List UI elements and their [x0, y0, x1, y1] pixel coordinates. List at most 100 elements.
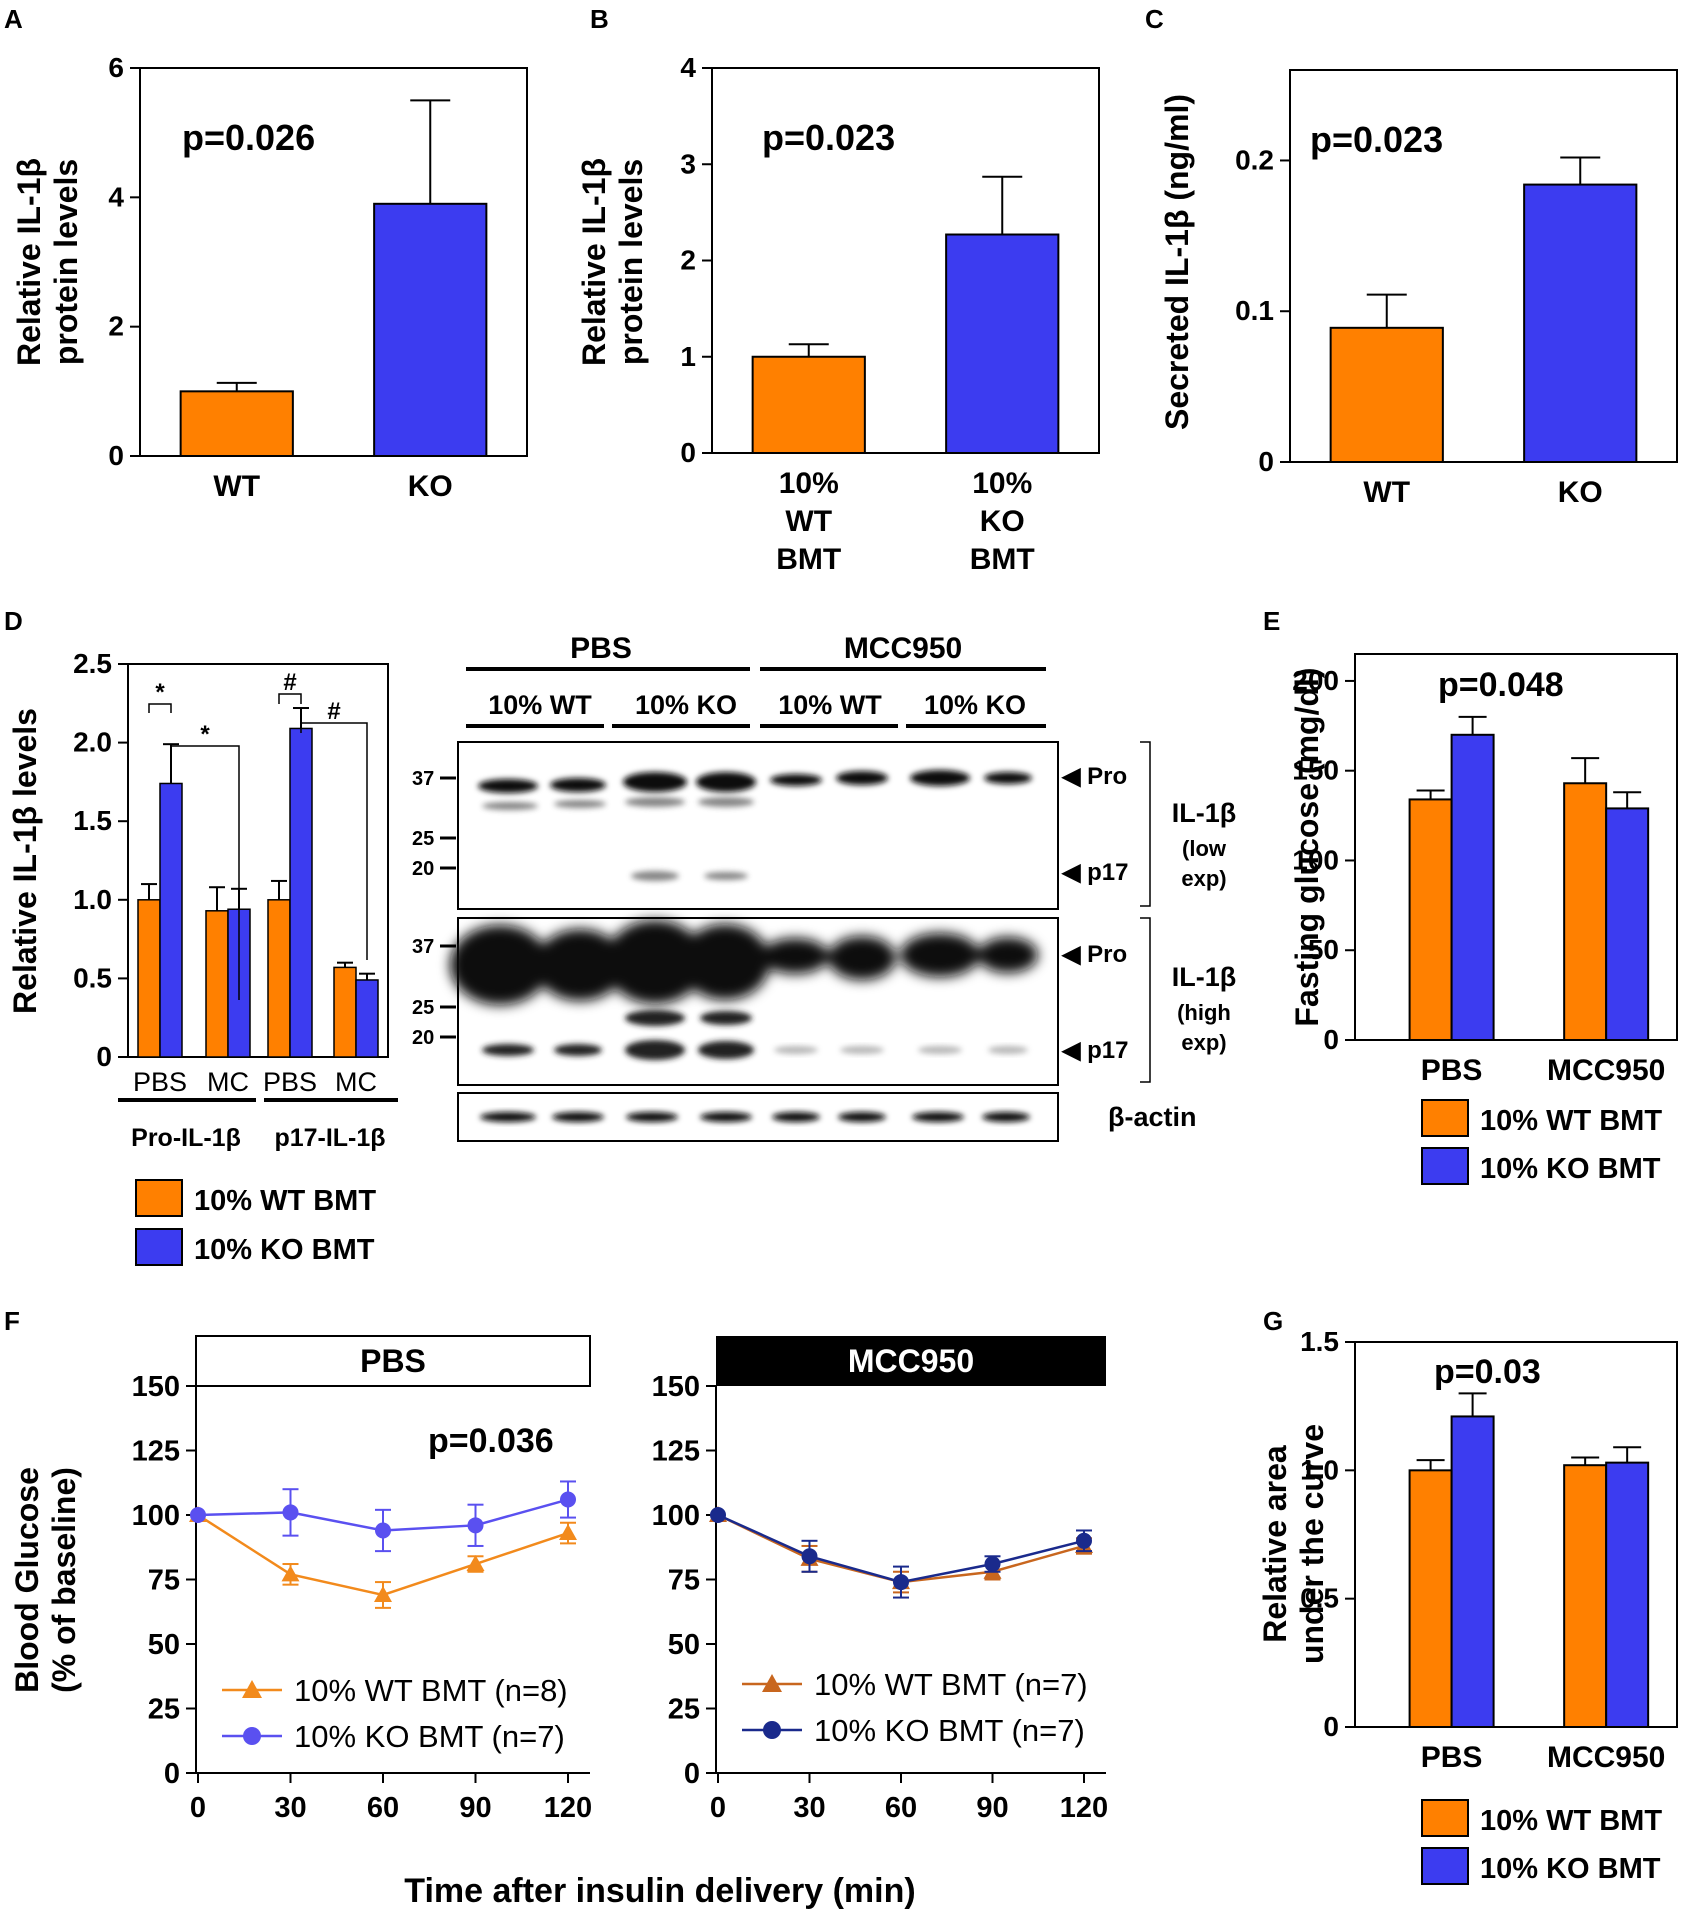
y-tick-label: 4 [108, 181, 124, 212]
data-point [467, 1517, 484, 1534]
x-tick-label: 10% [972, 467, 1032, 500]
data-point [560, 1491, 576, 1508]
x-tick-label: 30 [793, 1792, 825, 1824]
x-tick-label: BMT [970, 543, 1035, 576]
band [982, 1112, 1030, 1122]
bar-wt [205, 910, 229, 1058]
bar-ko [355, 979, 379, 1058]
y-tick-label: 50 [1308, 934, 1339, 965]
band [450, 925, 550, 1005]
band [840, 1046, 884, 1054]
legend-swatch-ko [1421, 1847, 1469, 1885]
y-tick-label: 100 [1292, 844, 1339, 875]
blot-panel-label: exp) [1181, 866, 1226, 891]
y-axis-label: Relative IL-1β levels [7, 708, 43, 1014]
y-tick-label: 6 [108, 52, 124, 83]
band [626, 1112, 678, 1122]
y-tick-label: 1.0 [73, 884, 112, 915]
x-tick-label: 0 [710, 1792, 726, 1824]
y-axis-label-line: Secreted IL-1β (ng/ml) [1159, 94, 1195, 430]
plot-frame [139, 67, 528, 457]
band [900, 933, 980, 977]
panel-f-mcc950-chart: MCC950 0 25 50 75 100 125 150 0 30 60 90 120 10% WT B… [404, 1336, 1108, 1910]
significance-mark: * [155, 679, 165, 706]
blot-bracket [1140, 741, 1151, 907]
legend-label: 10% KO BMT [1480, 1153, 1661, 1185]
blot-group-pbs: PBS [570, 632, 632, 665]
band [918, 1046, 962, 1054]
y-axis-label: Fasting glucose (mg/dl) [1289, 667, 1325, 1026]
x-tick-label: PBS [133, 1067, 187, 1097]
panel-letter-c: C [1145, 4, 1164, 34]
y-tick-label: 0.1 [1235, 295, 1274, 326]
legend-marker [762, 1674, 782, 1692]
band [554, 1044, 602, 1056]
significance-bracket [148, 703, 172, 713]
band [550, 778, 606, 792]
y-tick-label: 25 [148, 1694, 180, 1726]
band [761, 938, 829, 974]
y-tick-label: 0.5 [73, 962, 112, 993]
band [482, 1044, 534, 1056]
y-tick-label: 125 [132, 1436, 180, 1468]
blot-lane-label: 10% WT [778, 690, 882, 720]
bar-ko [1450, 733, 1495, 1041]
x-tick-label: KO [408, 470, 453, 503]
band [625, 1040, 685, 1060]
band [680, 924, 770, 1000]
y-tick-label: 150 [652, 1371, 700, 1403]
y-tick-label: 25 [668, 1694, 700, 1726]
blot-band-label: ◀ p17 [1061, 1037, 1128, 1064]
x-axis-label: Time after insulin delivery (min) [404, 1872, 915, 1910]
bar-wt [1563, 1464, 1608, 1728]
marker-label: 20 [412, 1027, 434, 1049]
data-point [466, 1555, 485, 1572]
x-tick-label: 90 [976, 1792, 1008, 1824]
bar-ko [1523, 183, 1638, 463]
bar-ko [1605, 1461, 1650, 1728]
y-tick-label: 2 [680, 245, 696, 276]
marker-label: 37 [412, 768, 434, 790]
band [631, 871, 679, 881]
blot-bracket [1140, 917, 1151, 1083]
legend-swatch-ko [135, 1228, 183, 1266]
y-tick-label: 0 [108, 440, 124, 471]
y-tick-label: 0 [1323, 1711, 1339, 1742]
x-tick-label: MC [335, 1067, 377, 1097]
band [700, 1011, 752, 1025]
legend-label: 10% WT BMT [1480, 1105, 1662, 1137]
p-value-annotation: p=0.026 [182, 117, 315, 158]
legend-marker [243, 1727, 261, 1745]
band [625, 1010, 685, 1026]
band [770, 774, 822, 786]
bar-wt [1408, 798, 1453, 1042]
significance-mark: * [200, 721, 210, 748]
data-point [710, 1507, 726, 1523]
bar-wt [179, 390, 294, 458]
legend-label: 10% KO BMT [1480, 1853, 1661, 1885]
band [836, 771, 888, 785]
x-tick-label: MCC950 [1547, 1741, 1665, 1774]
blot-lane-label: 10% WT [488, 690, 592, 720]
x-tick-label: 60 [885, 1792, 917, 1824]
y-tick-label: 1.5 [1300, 1326, 1339, 1357]
panel-letter-b: B [590, 4, 609, 34]
bar-wt [137, 899, 161, 1058]
band [625, 797, 685, 807]
bar-ko [945, 233, 1060, 454]
data-point [374, 1585, 392, 1602]
y-tick-label: 1.0 [1300, 1454, 1339, 1485]
x-tick-label: WT [785, 505, 832, 538]
band [698, 1041, 754, 1059]
p-value-annotation: p=0.036 [428, 1422, 554, 1460]
legend-swatch-ko [1421, 1147, 1469, 1185]
chart-title: MCC950 [848, 1343, 974, 1379]
p-value-annotation: p=0.03 [1434, 1353, 1541, 1391]
y-tick-label: 2.0 [73, 727, 112, 758]
band [605, 920, 705, 1004]
y-axis-label-line: Relative IL-1β [11, 158, 47, 366]
y-axis-label-line: Fasting glucose (mg/dl) [1289, 667, 1325, 1026]
legend-swatch-wt [1421, 1799, 1469, 1837]
